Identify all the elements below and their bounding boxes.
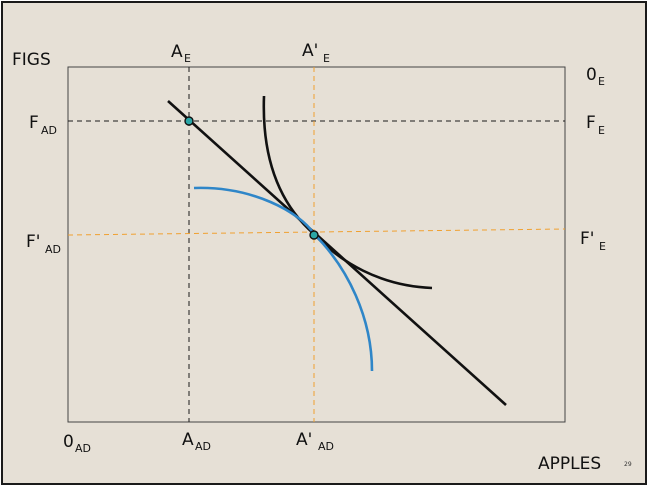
svg-text:F': F' <box>580 229 594 249</box>
svg-text:F: F <box>586 113 596 133</box>
budget-line <box>167 100 507 406</box>
svg-text:AD: AD <box>195 440 211 453</box>
origin-ad-label: 0 AD <box>63 432 91 455</box>
fpad-label: F' AD <box>26 232 61 256</box>
svg-text:E: E <box>599 240 606 253</box>
svg-text:A': A' <box>296 430 312 450</box>
svg-text:A': A' <box>302 41 318 61</box>
svg-text:0: 0 <box>63 432 74 452</box>
svg-text:E: E <box>598 75 605 88</box>
indifference-curve-ad <box>193 186 374 372</box>
svg-text:E: E <box>598 124 605 137</box>
fe-label: F E <box>586 113 605 137</box>
y-axis-label: FIGS <box>12 50 51 70</box>
ae-label: A E <box>171 42 191 65</box>
svg-text:E: E <box>323 52 330 65</box>
svg-text:A: A <box>171 42 183 62</box>
fad-label: F AD <box>29 113 57 137</box>
svg-text:AD: AD <box>75 442 91 455</box>
indifference-curve-e <box>262 95 433 290</box>
svg-text:0: 0 <box>586 65 597 85</box>
svg-text:A: A <box>182 430 194 450</box>
svg-text:E: E <box>184 52 191 65</box>
edgeworth-box <box>67 66 566 423</box>
page-number: 29 <box>624 461 632 468</box>
svg-text:AD: AD <box>45 243 61 256</box>
aad-label: A AD <box>182 430 211 453</box>
svg-text:F: F <box>29 113 39 133</box>
origin-e-label: 0 E <box>586 65 605 88</box>
fpe-label: F' E <box>580 229 606 253</box>
ape-label: A' E <box>302 41 330 65</box>
svg-text:F': F' <box>26 232 40 252</box>
fpad-fpe-dashed-line <box>67 228 566 236</box>
x-axis-label: APPLES <box>538 454 601 474</box>
tangency-point <box>309 230 319 240</box>
apad-label: A' AD <box>296 430 334 453</box>
svg-text:AD: AD <box>41 124 57 137</box>
initial-point <box>184 116 194 126</box>
svg-text:AD: AD <box>318 440 334 453</box>
